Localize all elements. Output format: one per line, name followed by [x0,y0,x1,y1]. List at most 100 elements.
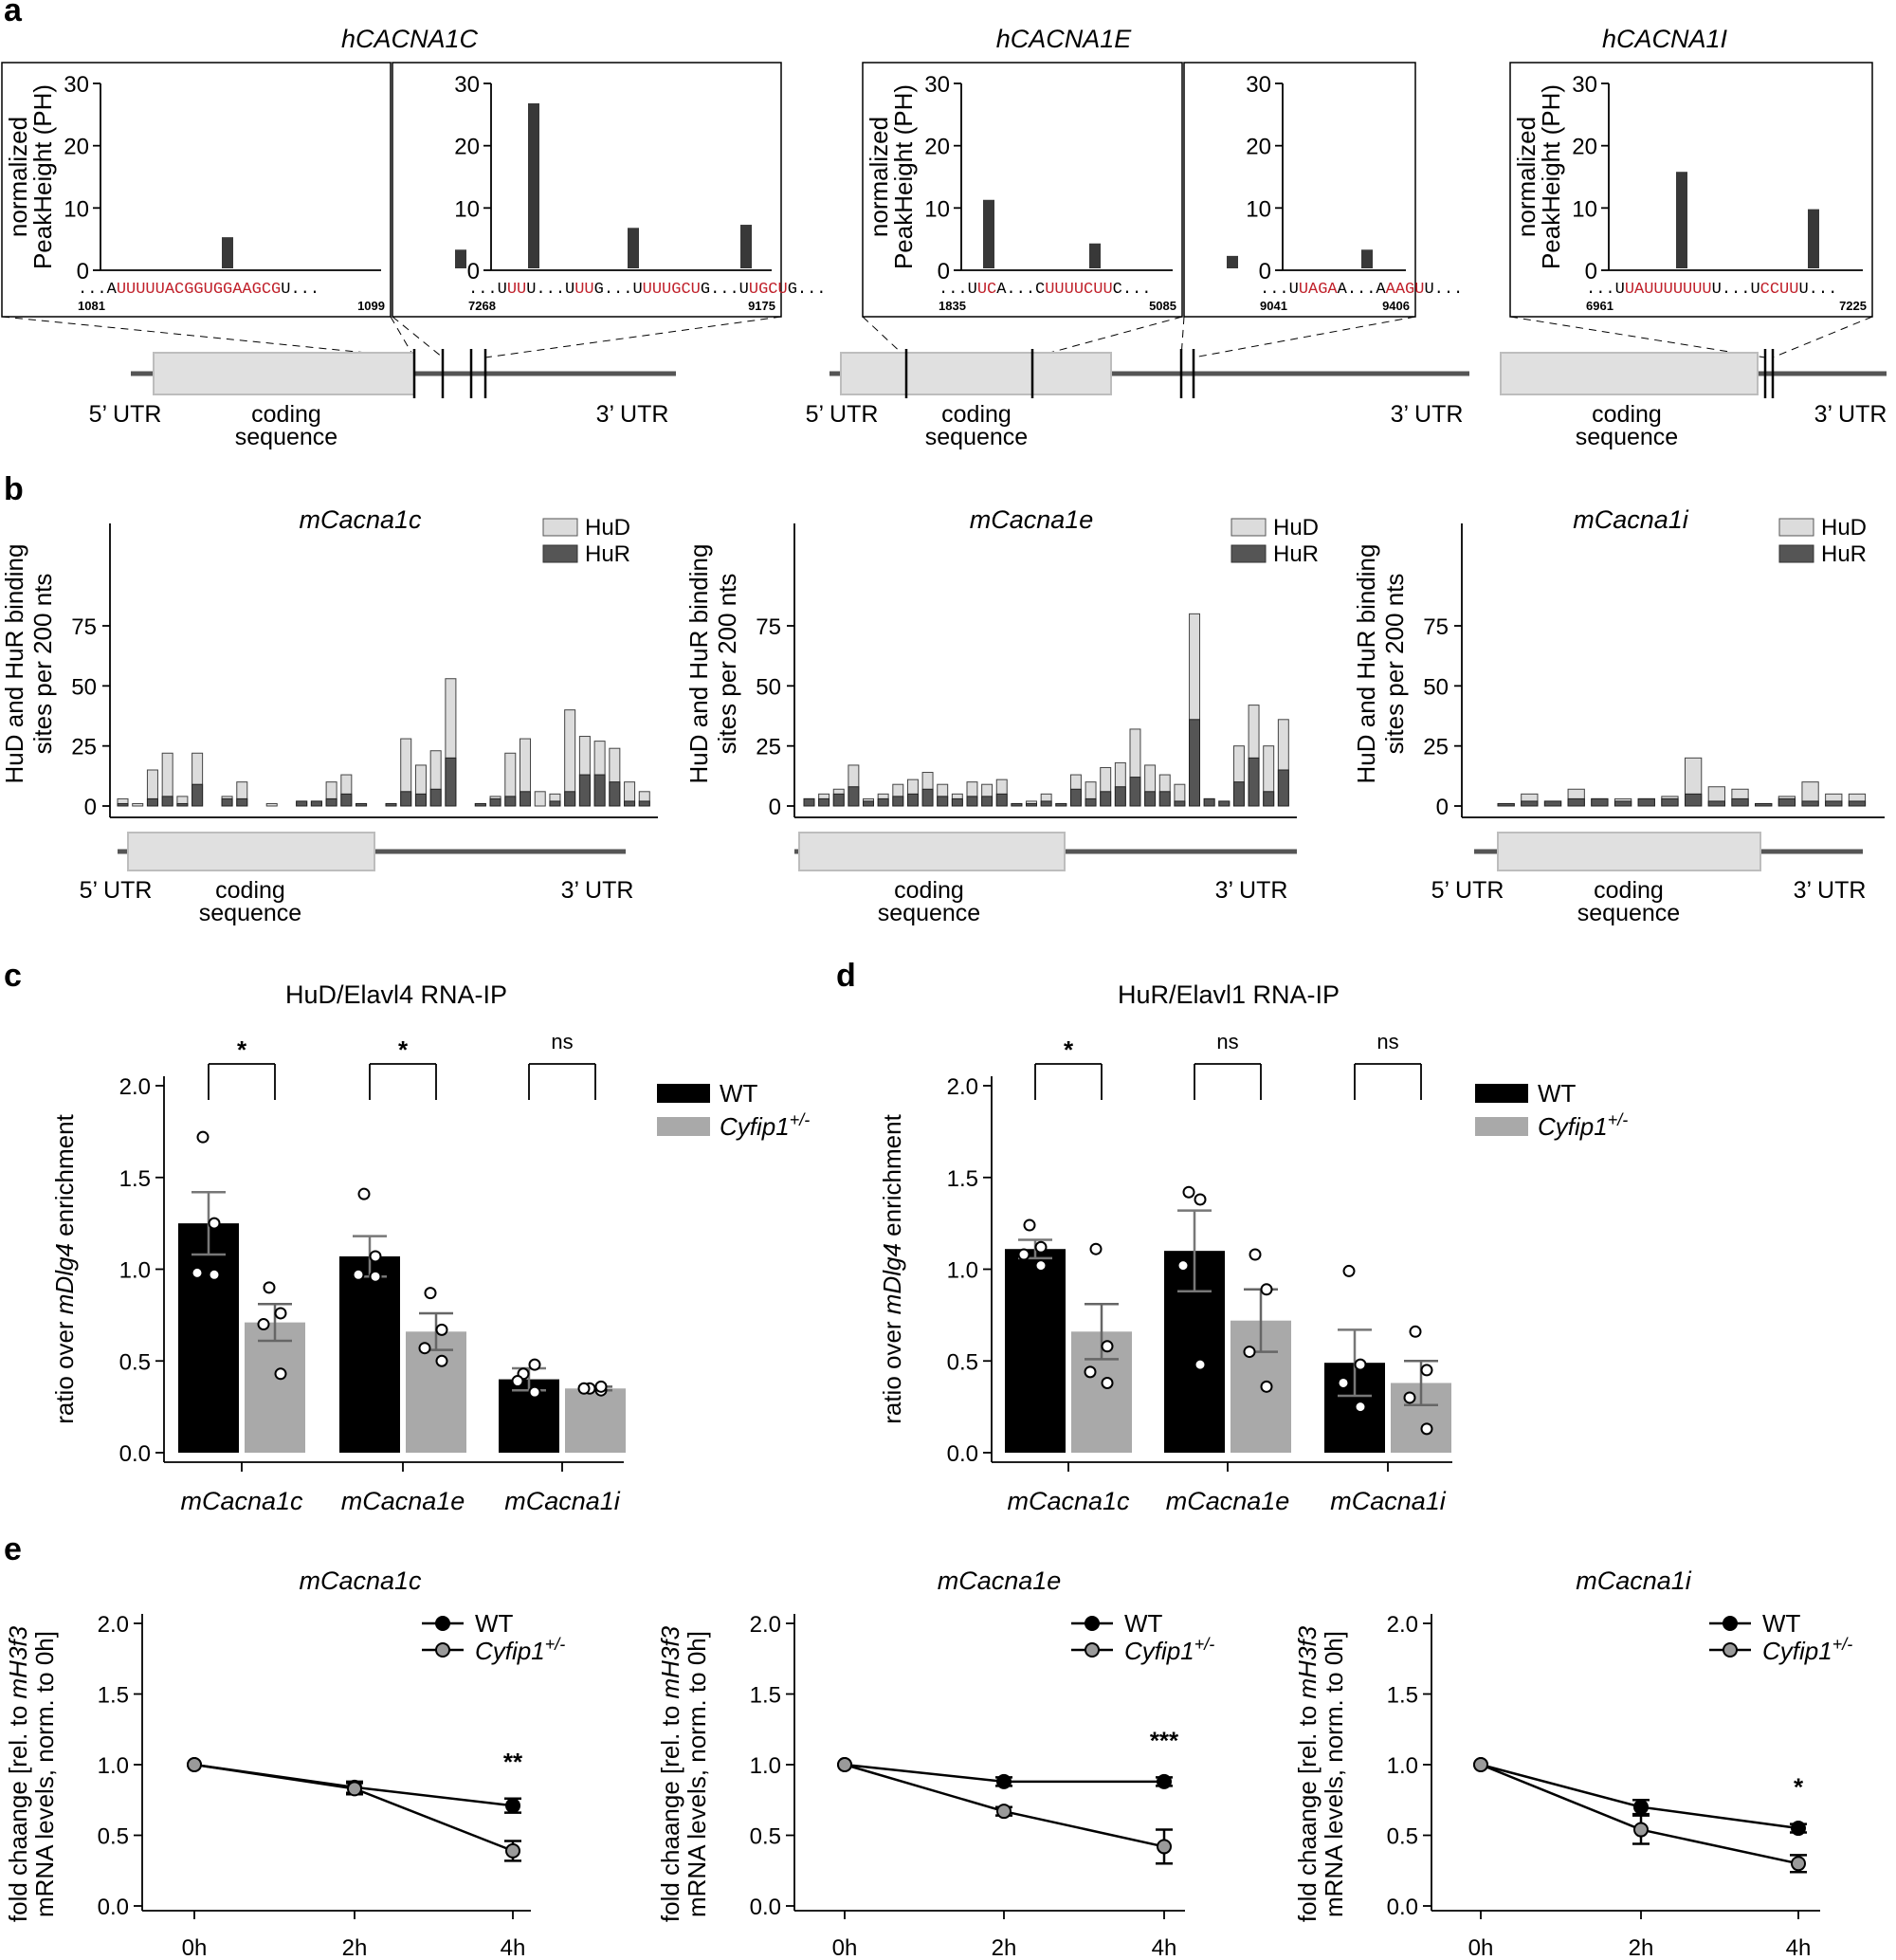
chart-title: mCacna1c [299,505,422,534]
hur-bar [1801,800,1819,807]
peak-bar [983,199,994,268]
data-point [418,1342,431,1355]
utr3-label: 3’ UTR [1391,401,1464,428]
gene-title: hCACNA1C [341,25,479,53]
x-tick-label: mCacna1i [1330,1487,1447,1515]
hur-bar [176,802,189,807]
y-tick-label: 20 [1246,135,1271,160]
hur-bar [1203,797,1215,807]
y-tick-label: 0.0 [98,1895,129,1920]
y-tick-label: 0 [1585,259,1597,284]
hur-bar [1011,802,1023,807]
data-point [208,1268,221,1281]
y-tick-label: 0.5 [947,1349,978,1375]
chart-title: mCacna1i [1573,505,1689,534]
y-tick-label: 2.0 [98,1612,129,1638]
utr3-label: 3’ UTR [596,401,669,428]
hur-bar [400,791,412,807]
y-axis-label-part: fold chaange [rel. to [656,1698,684,1922]
hur-bar [1174,800,1186,807]
legend-swatch-hud [542,518,578,537]
sequence-end: 9175 [748,299,775,313]
hur-bar [385,802,397,807]
hur-bar [1232,781,1245,807]
legend-swatch-hur [1778,544,1814,563]
coding-box [127,832,375,871]
legend-swatch-hur [542,544,578,563]
sequence-end: 7225 [1839,299,1867,313]
significance-label: ns [1216,1030,1238,1053]
legend-label-het-base: Cyfip1 [720,1112,790,1141]
significance-label: * [1064,1035,1074,1064]
point-het [837,1757,852,1772]
hud-bar [265,802,278,807]
legend-swatch-wt [1475,1084,1528,1103]
y-tick-label: 20 [1572,135,1597,160]
hur-bar [818,797,830,807]
hur-bar [356,802,368,807]
chart-title: mCacna1i [1576,1566,1692,1595]
point-wt [996,1773,1012,1789]
point-het [347,1781,362,1797]
chart-title: HuD/Elavl4 RNA-IP [285,980,507,1009]
x-tick-label: mCacna1e [1166,1487,1290,1515]
legend-marker-het [1723,1642,1738,1658]
hur-bar [1069,788,1082,807]
significance-label: * [237,1035,247,1064]
data-point [528,1385,541,1399]
peak-bar [455,249,466,268]
hur-bar [1277,769,1289,807]
data-point [1101,1340,1114,1353]
hur-bar [1543,800,1562,807]
y-tick-label: 75 [71,614,97,640]
y-axis-label: sites per 200 nts [713,574,741,755]
panel-d: HuR/Elavl1 RNA-IP 0.0 0.5 1.0 1.5 2.0 ratio ov… [878,980,1628,1515]
y-tick-label: 0 [938,259,950,284]
y-axis-label: mRNA levels, norm. to 0h] [683,1631,711,1917]
sequence-segment: UC [977,281,996,299]
x-tick-label: mCacna1e [341,1487,465,1515]
zoom-guide [484,316,782,358]
zoom-guide [1772,316,1873,358]
data-point [196,1130,210,1144]
legend-swatch-hur [1231,544,1267,563]
legend-label-wt: WT [475,1609,514,1638]
coding-label: sequence [1577,900,1680,926]
data-point [369,1270,382,1283]
hur-bar [1591,797,1609,807]
y-tick-label: 75 [1423,614,1449,640]
hur-bar [445,757,457,807]
decay-chart-mCacna1e: mCacna1e 0.0 0.5 1.0 1.5 2.0 fold chaange [rel… [656,1566,1214,1960]
y-tick-label: 0.0 [947,1441,978,1467]
data-point [424,1287,437,1300]
sequence-end: 5085 [1149,299,1176,313]
y-axis-label: fold chaange [rel. to mH3f3 [4,1625,32,1922]
y-axis-label: HuD and HuR binding [684,544,713,784]
sequence-segment: UU [507,281,526,299]
gene-title: hCACNA1I [1602,25,1728,53]
data-point [274,1307,287,1320]
point-het [1633,1822,1649,1838]
coding-box [840,352,1112,395]
hur-bar [863,800,874,807]
significance-label: *** [1150,1726,1179,1754]
legend-label-hur: HuR [585,541,630,567]
decay-chart-mCacna1c: mCacna1c 0.0 0.5 1.0 1.5 2.0 fold chaange [rel… [4,1566,565,1960]
data-point [1034,1240,1048,1254]
coding-label: sequence [925,424,1028,450]
utr3-label: 3’ UTR [1215,877,1288,904]
coding-label: sequence [1576,424,1678,450]
legend-label-het-base: Cyfip1 [475,1637,545,1665]
data-point [1420,1364,1433,1377]
hud-bar [132,802,144,807]
data-point [1034,1259,1048,1273]
data-point [1176,1259,1190,1273]
panel-c: HuD/Elavl4 RNA-IP 0.0 0.5 1.0 1.5 2.0 ratio ov… [50,980,810,1515]
legend-label-het-base: Cyfip1 [1124,1637,1194,1665]
motif-sequence: ...UUCA...CUUUUCUUC... [939,281,1151,299]
